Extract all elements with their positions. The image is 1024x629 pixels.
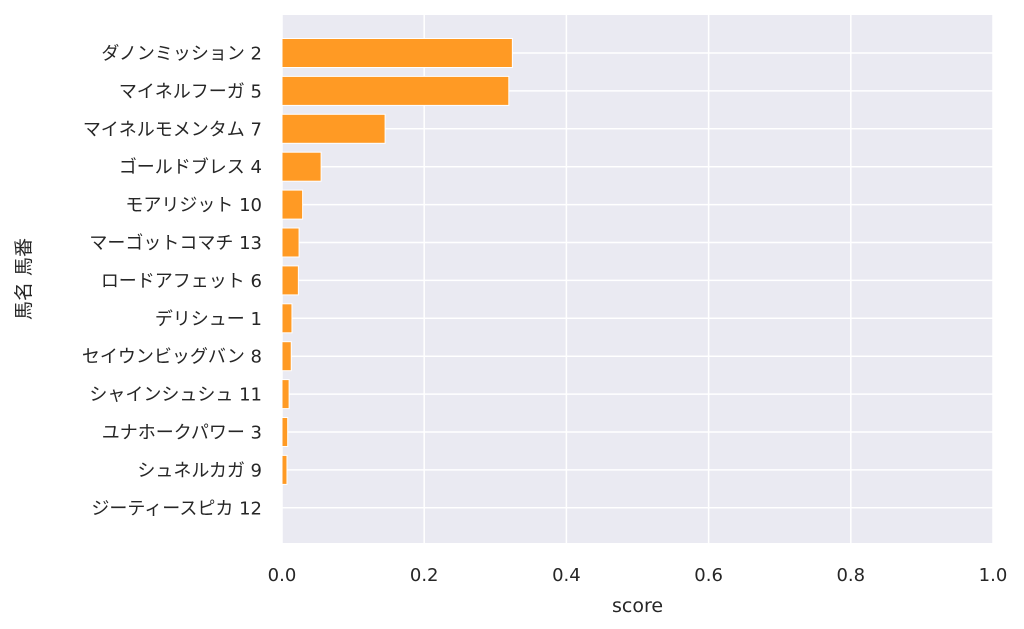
bar (281, 75, 510, 106)
y-axis-label: 馬名 馬番 (13, 238, 35, 320)
x-tick-label: 0.8 (836, 565, 865, 586)
bar (281, 379, 290, 410)
bar (281, 113, 386, 144)
y-tick-label: マーゴットコマチ 13 (89, 233, 262, 254)
y-tick-label: モアリジット 10 (125, 195, 262, 216)
x-tick-label: 0.6 (694, 565, 723, 586)
x-tick-label: 1.0 (979, 565, 1008, 586)
bar (281, 454, 288, 485)
y-tick-label: ユナホークパワー 3 (102, 423, 262, 444)
bar (281, 227, 300, 258)
x-tick-label: 0.4 (552, 565, 581, 586)
y-tick-label: ダノンミッション 2 (101, 44, 262, 65)
x-tick-label: 0.0 (268, 565, 297, 586)
y-tick-labels: ダノンミッション 2 マイネルフーガ 5 マイネルモメンタム 7 ゴールドブレス 4 モ… (82, 44, 262, 520)
bar (281, 189, 304, 220)
bar (281, 303, 293, 334)
y-tick-label: マイネルモメンタム 7 (83, 119, 262, 140)
x-tick-label: 0.2 (410, 565, 439, 586)
y-tick-label: シャインシュシュ 11 (89, 385, 262, 406)
y-tick-label: デリシュー 1 (155, 309, 262, 330)
y-tick-label: ゴールドブレス 4 (119, 156, 262, 178)
y-tick-label: セイウンビッグバン 8 (82, 347, 262, 368)
x-axis-label: score (612, 595, 663, 617)
y-tick-label: マイネルフーガ 5 (119, 81, 262, 102)
x-tick-labels: 0.0 0.2 0.4 0.6 0.8 1.0 (268, 565, 1008, 586)
bar (281, 151, 322, 182)
y-tick-label: ジーティースピカ 12 (91, 498, 262, 519)
bar (281, 38, 513, 68)
bars (281, 38, 513, 485)
y-tick-label: ロードアフェット 6 (101, 271, 262, 292)
y-tick-label: シュネルカガ 9 (137, 460, 262, 481)
bar (281, 265, 299, 296)
bar (281, 417, 289, 447)
bar (281, 341, 292, 372)
